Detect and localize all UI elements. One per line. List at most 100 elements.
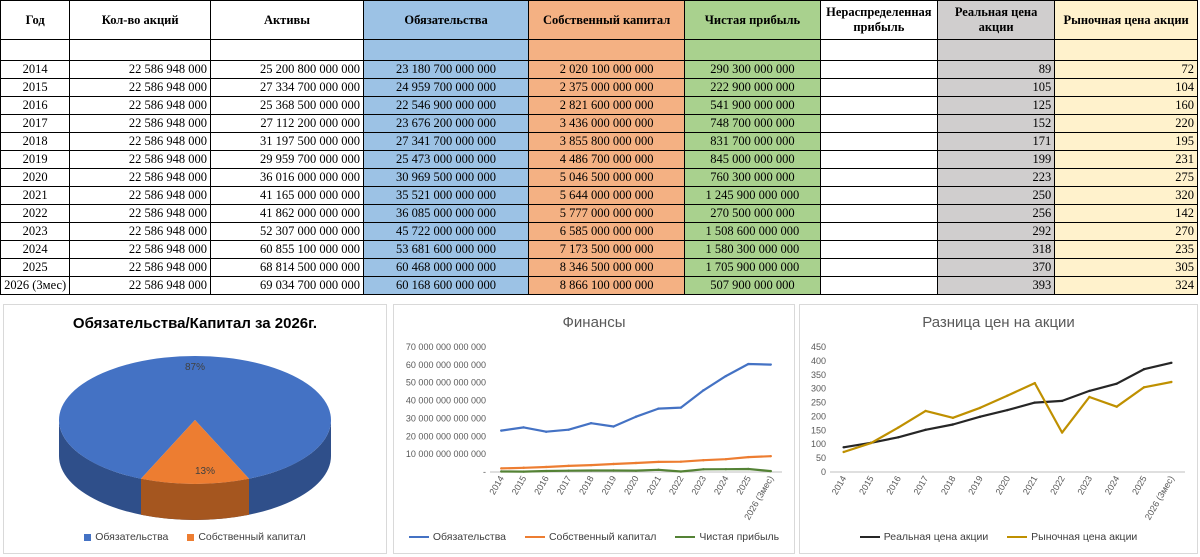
cell-assets[interactable]: 41 165 000 000 000 bbox=[210, 186, 364, 205]
cell-shares[interactable]: 22 586 948 000 bbox=[69, 132, 212, 151]
cell-shares[interactable]: 22 586 948 000 bbox=[69, 186, 212, 205]
header-cell-equity[interactable]: Собственный капитал bbox=[528, 0, 686, 40]
table-cell[interactable] bbox=[936, 39, 1056, 61]
cell-equity[interactable]: 3 436 000 000 000 bbox=[528, 114, 686, 133]
cell-assets[interactable]: 25 200 800 000 000 bbox=[210, 60, 364, 79]
cell-assets[interactable]: 27 334 700 000 000 bbox=[210, 78, 364, 97]
cell-retained-earnings[interactable] bbox=[819, 204, 938, 223]
cell-net-profit[interactable]: 1 705 900 000 000 bbox=[684, 258, 821, 277]
cell-liabilities[interactable]: 24 959 700 000 000 bbox=[362, 78, 530, 97]
cell-equity[interactable]: 3 855 800 000 000 bbox=[528, 132, 686, 151]
cell-market-price[interactable]: 320 bbox=[1054, 186, 1198, 205]
cell-shares[interactable]: 22 586 948 000 bbox=[69, 222, 212, 241]
cell-net-profit[interactable]: 541 900 000 000 bbox=[684, 96, 821, 115]
cell-retained-earnings[interactable] bbox=[819, 240, 938, 259]
cell-market-price[interactable]: 235 bbox=[1054, 240, 1198, 259]
cell-year[interactable]: 2016 bbox=[0, 96, 71, 115]
cell-liabilities[interactable]: 23 180 700 000 000 bbox=[362, 60, 530, 79]
cell-assets[interactable]: 41 862 000 000 000 bbox=[210, 204, 364, 223]
cell-equity[interactable]: 5 777 000 000 000 bbox=[528, 204, 686, 223]
cell-assets[interactable]: 29 959 700 000 000 bbox=[210, 150, 364, 169]
cell-shares[interactable]: 22 586 948 000 bbox=[69, 78, 212, 97]
header-cell-year[interactable]: Год bbox=[0, 0, 71, 40]
cell-real-price[interactable]: 199 bbox=[936, 150, 1056, 169]
cell-retained-earnings[interactable] bbox=[819, 114, 938, 133]
cell-market-price[interactable]: 72 bbox=[1054, 60, 1198, 79]
cell-assets[interactable]: 52 307 000 000 000 bbox=[210, 222, 364, 241]
cell-net-profit[interactable]: 290 300 000 000 bbox=[684, 60, 821, 79]
header-cell-retained-earnings[interactable]: Нераспределенная прибыль bbox=[819, 0, 938, 40]
header-cell-market-price[interactable]: Рыночная цена акции bbox=[1054, 0, 1198, 40]
pie-chart[interactable]: Обязательства/Капитал за 2026г. 87% 13% О… bbox=[3, 304, 387, 554]
cell-liabilities[interactable]: 60 168 600 000 000 bbox=[362, 276, 530, 295]
cell-net-profit[interactable]: 270 500 000 000 bbox=[684, 204, 821, 223]
cell-net-profit[interactable]: 507 900 000 000 bbox=[684, 276, 821, 295]
cell-year[interactable]: 2024 bbox=[0, 240, 71, 259]
cell-assets[interactable]: 27 112 200 000 000 bbox=[210, 114, 364, 133]
cell-real-price[interactable]: 89 bbox=[936, 60, 1056, 79]
cell-year[interactable]: 2026 (3мес) bbox=[0, 276, 71, 295]
cell-year[interactable]: 2023 bbox=[0, 222, 71, 241]
cell-equity[interactable]: 8 866 100 000 000 bbox=[528, 276, 686, 295]
cell-market-price[interactable]: 231 bbox=[1054, 150, 1198, 169]
cell-equity[interactable]: 2 020 100 000 000 bbox=[528, 60, 686, 79]
cell-equity[interactable]: 5 046 500 000 000 bbox=[528, 168, 686, 187]
header-cell-real-price[interactable]: Реальная цена акции bbox=[936, 0, 1056, 40]
cell-market-price[interactable]: 160 bbox=[1054, 96, 1198, 115]
cell-real-price[interactable]: 318 bbox=[936, 240, 1056, 259]
cell-liabilities[interactable]: 30 969 500 000 000 bbox=[362, 168, 530, 187]
table-cell[interactable] bbox=[684, 39, 821, 61]
cell-year[interactable]: 2022 bbox=[0, 204, 71, 223]
cell-liabilities[interactable]: 27 341 700 000 000 bbox=[362, 132, 530, 151]
cell-real-price[interactable]: 125 bbox=[936, 96, 1056, 115]
cell-shares[interactable]: 22 586 948 000 bbox=[69, 150, 212, 169]
cell-liabilities[interactable]: 22 546 900 000 000 bbox=[362, 96, 530, 115]
cell-net-profit[interactable]: 1 245 900 000 000 bbox=[684, 186, 821, 205]
cell-net-profit[interactable]: 760 300 000 000 bbox=[684, 168, 821, 187]
cell-shares[interactable]: 22 586 948 000 bbox=[69, 276, 212, 295]
cell-shares[interactable]: 22 586 948 000 bbox=[69, 168, 212, 187]
cell-retained-earnings[interactable] bbox=[819, 60, 938, 79]
cell-real-price[interactable]: 250 bbox=[936, 186, 1056, 205]
cell-shares[interactable]: 22 586 948 000 bbox=[69, 240, 212, 259]
cell-retained-earnings[interactable] bbox=[819, 96, 938, 115]
cell-liabilities[interactable]: 25 473 000 000 000 bbox=[362, 150, 530, 169]
cell-shares[interactable]: 22 586 948 000 bbox=[69, 114, 212, 133]
cell-year[interactable]: 2025 bbox=[0, 258, 71, 277]
table-cell[interactable] bbox=[210, 39, 364, 61]
cell-equity[interactable]: 8 346 500 000 000 bbox=[528, 258, 686, 277]
cell-year[interactable]: 2018 bbox=[0, 132, 71, 151]
cell-liabilities[interactable]: 23 676 200 000 000 bbox=[362, 114, 530, 133]
table-cell[interactable] bbox=[1054, 39, 1198, 61]
cell-equity[interactable]: 6 585 000 000 000 bbox=[528, 222, 686, 241]
cell-shares[interactable]: 22 586 948 000 bbox=[69, 258, 212, 277]
cell-equity[interactable]: 2 821 600 000 000 bbox=[528, 96, 686, 115]
cell-retained-earnings[interactable] bbox=[819, 78, 938, 97]
cell-assets[interactable]: 69 034 700 000 000 bbox=[210, 276, 364, 295]
header-cell-assets[interactable]: Активы bbox=[210, 0, 364, 40]
cell-year[interactable]: 2019 bbox=[0, 150, 71, 169]
cell-market-price[interactable]: 142 bbox=[1054, 204, 1198, 223]
cell-liabilities[interactable]: 53 681 600 000 000 bbox=[362, 240, 530, 259]
cell-assets[interactable]: 25 368 500 000 000 bbox=[210, 96, 364, 115]
cell-net-profit[interactable]: 845 000 000 000 bbox=[684, 150, 821, 169]
cell-year[interactable]: 2017 bbox=[0, 114, 71, 133]
cell-shares[interactable]: 22 586 948 000 bbox=[69, 60, 212, 79]
cell-market-price[interactable]: 270 bbox=[1054, 222, 1198, 241]
header-cell-liabilities[interactable]: Обязательства bbox=[362, 0, 530, 40]
cell-equity[interactable]: 7 173 500 000 000 bbox=[528, 240, 686, 259]
cell-market-price[interactable]: 195 bbox=[1054, 132, 1198, 151]
cell-real-price[interactable]: 292 bbox=[936, 222, 1056, 241]
cell-retained-earnings[interactable] bbox=[819, 258, 938, 277]
cell-shares[interactable]: 22 586 948 000 bbox=[69, 96, 212, 115]
table-cell[interactable] bbox=[0, 39, 71, 61]
cell-shares[interactable]: 22 586 948 000 bbox=[69, 204, 212, 223]
cell-retained-earnings[interactable] bbox=[819, 150, 938, 169]
cell-real-price[interactable]: 393 bbox=[936, 276, 1056, 295]
cell-retained-earnings[interactable] bbox=[819, 222, 938, 241]
price-chart[interactable]: Разница цен на акции 0 50 100 150 200 250 300 3… bbox=[799, 304, 1198, 554]
cell-liabilities[interactable]: 36 085 000 000 000 bbox=[362, 204, 530, 223]
header-cell-net-profit[interactable]: Чистая прибыль bbox=[684, 0, 821, 40]
cell-market-price[interactable]: 220 bbox=[1054, 114, 1198, 133]
cell-year[interactable]: 2014 bbox=[0, 60, 71, 79]
